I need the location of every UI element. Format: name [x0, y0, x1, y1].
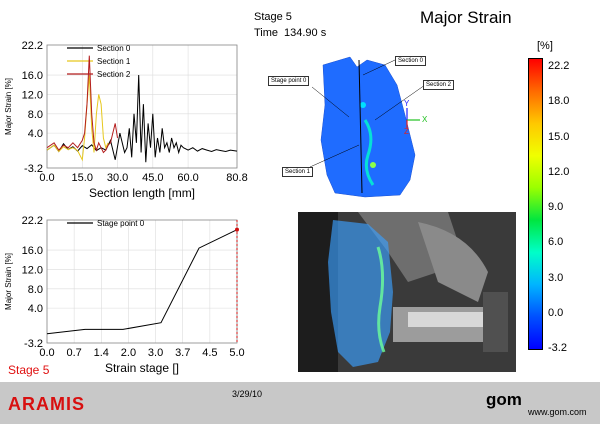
colorbar-unit: [%] — [537, 40, 553, 52]
y-tick-label: 22.2 — [22, 40, 43, 52]
colorbar-ticks: 22.2 18.0 15.0 12.0 9.0 6.0 3.0 0.0 -3.2 — [548, 58, 598, 354]
y-tick-label: 22.2 — [22, 215, 43, 227]
gom-logo: gom — [486, 390, 522, 409]
callout-leader — [311, 86, 350, 118]
y-tick-label: 4.0 — [28, 303, 43, 315]
colorbar-tick-label: 9.0 — [548, 201, 564, 213]
colorbar-tick-label: 22.2 — [548, 60, 570, 72]
y-tick-label: 16.0 — [22, 70, 43, 82]
y-tick-label: -3.2 — [24, 338, 43, 350]
clamp-bar — [408, 312, 483, 327]
x-tick-label: 3.7 — [175, 347, 190, 359]
fixture-plate — [483, 292, 508, 352]
hand-shape — [418, 222, 488, 302]
y-tick-label: 12.0 — [22, 89, 43, 101]
x-axis-label: Section length [mm] — [89, 186, 195, 200]
callout-stage-point-0: Stage point 0 — [268, 76, 310, 86]
stage-indicator: Stage 5 — [8, 363, 50, 377]
strain-3d-view[interactable] — [255, 45, 470, 210]
x-tick-label: 3.0 — [148, 347, 163, 359]
website-url: www.gom.com — [528, 407, 587, 417]
x-tick-label: 0.0 — [39, 172, 54, 184]
y-tick-label: 12.0 — [22, 264, 43, 276]
page-title: Major Strain — [420, 8, 512, 27]
x-tick-label: 4.5 — [202, 347, 217, 359]
x-tick-label: 15.0 — [72, 172, 93, 184]
colorbar-tick-label: 0.0 — [548, 306, 564, 319]
overlay-hot-band — [376, 246, 386, 353]
stage-marker-point — [235, 227, 239, 232]
colorbar-tick-label: -3.2 — [548, 342, 567, 354]
axis-label-x: X — [422, 115, 428, 124]
mesh-hot-spot — [363, 119, 375, 186]
legend-label: Section 0 — [97, 44, 131, 53]
x-tick-label: 5.0 — [229, 347, 244, 359]
colorbar-tick-label: 6.0 — [548, 236, 564, 249]
colorbar-tick-label: 15.0 — [548, 130, 570, 143]
legend-label: Section 1 — [97, 57, 131, 66]
x-axis-label: Strain stage [] — [105, 361, 179, 375]
mesh-spot — [360, 102, 366, 108]
series-line-0 — [46, 229, 238, 335]
y-axis-label: Major Strain [%] — [4, 78, 13, 135]
x-tick-label: 1.4 — [94, 347, 109, 359]
section-0-line — [358, 59, 363, 194]
x-tick-label: 60.0 — [177, 172, 198, 184]
axis-label-z: Z — [404, 127, 409, 136]
y-axis-label: Major Strain [%] — [4, 253, 13, 310]
plot-frame — [46, 44, 238, 169]
series-line-2 — [46, 55, 118, 154]
x-tick-label: 2.0 — [121, 347, 136, 359]
colorbar-tick-label: 12.0 — [548, 165, 570, 178]
time-label: Time — [254, 27, 279, 39]
x-tick-label: 0.7 — [66, 347, 81, 359]
callout-section-1: Section 1 — [282, 167, 314, 177]
brand-name: ARAMIS — [8, 394, 85, 414]
y-tick-label: 4.0 — [28, 128, 43, 140]
x-tick-label: 45.0 — [142, 172, 163, 184]
y-tick-label: -3.2 — [24, 163, 43, 175]
colorbar-tick-label: 18.0 — [548, 95, 570, 108]
legend-label: Section 2 — [97, 70, 131, 79]
legend-label: Stage point 0 — [97, 219, 145, 228]
colorbar — [528, 58, 543, 350]
x-tick-label: 0.0 — [39, 347, 54, 359]
report-date: 3/29/10 — [232, 389, 263, 399]
x-tick-label: 80.8 — [226, 172, 247, 184]
mesh-spot — [370, 162, 376, 168]
y-tick-label: 16.0 — [22, 245, 43, 257]
plot-frame — [46, 219, 238, 344]
stage-point-chart: 22.2 16.0 12.0 8.0 4.0 -3.20.0 0.7 1.4 2.0 3.0 3.7… — [4, 215, 245, 375]
x-tick-label: 30.0 — [107, 172, 128, 184]
time-value: 134.90 s — [284, 27, 327, 39]
footer-bar: ARAMIS 3/29/10 gom www.gom.com — [0, 382, 600, 424]
colorbar-tick-label: 3.0 — [548, 271, 564, 284]
stage-label: Stage 5 — [254, 11, 292, 23]
y-tick-label: 8.0 — [28, 109, 43, 121]
camera-image — [298, 212, 516, 372]
overlay-strain-mesh — [328, 220, 393, 367]
series-line-0 — [46, 74, 238, 163]
callout-leader — [362, 59, 396, 76]
callout-section-0: Section 0 — [395, 56, 427, 66]
y-tick-label: 8.0 — [28, 284, 43, 296]
callout-section-2: Section 2 — [423, 80, 455, 90]
axis-label-y: Y — [404, 99, 410, 108]
callout-leader — [309, 144, 360, 168]
callout-leader — [374, 84, 426, 121]
section-chart: 22.2 16.0 12.0 8.0 4.0 -3.20.0 15.0 30.0 45.0 60.… — [4, 40, 248, 200]
